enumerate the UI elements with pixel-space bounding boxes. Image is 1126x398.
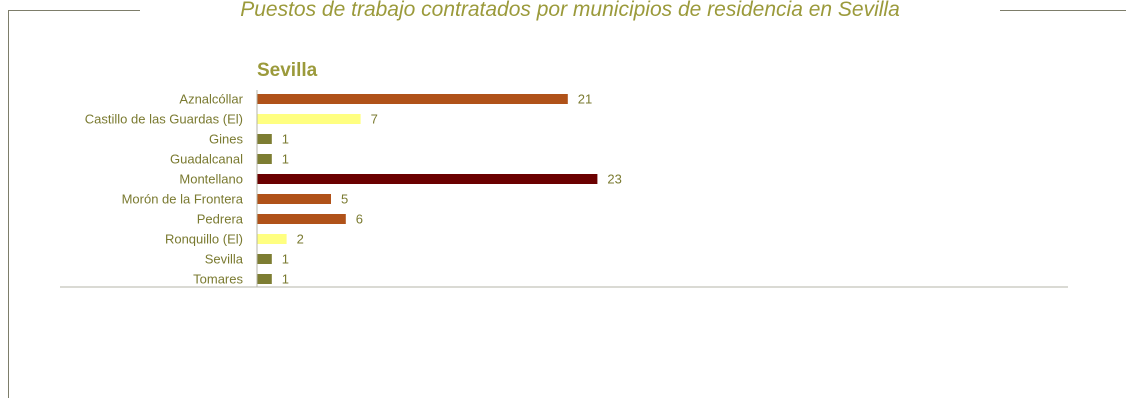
value-label: 7: [371, 112, 378, 127]
bar: [257, 154, 272, 164]
category-label: Aznalcóllar: [179, 92, 243, 107]
category-label: Ronquillo (El): [165, 232, 243, 247]
bar: [257, 134, 272, 144]
frame-left-line: [8, 10, 9, 398]
frame-top-left-line: [8, 10, 140, 11]
value-label: 1: [282, 252, 289, 267]
value-label: 2: [297, 232, 304, 247]
value-label: 1: [282, 272, 289, 287]
bar: [257, 94, 568, 104]
value-label: 1: [282, 152, 289, 167]
bar: [257, 114, 361, 124]
bar: [257, 174, 598, 184]
value-label: 5: [341, 192, 348, 207]
chart-title: Sevilla: [257, 60, 318, 81]
category-label: Pedrera: [197, 212, 244, 227]
value-label: 23: [607, 172, 621, 187]
category-label: Morón de la Frontera: [122, 192, 244, 207]
bar: [257, 274, 272, 284]
bar: [257, 234, 287, 244]
category-label: Guadalcanal: [170, 152, 243, 167]
value-label: 6: [356, 212, 363, 227]
category-label: Sevilla: [205, 252, 244, 267]
category-label: Gines: [209, 132, 243, 147]
page-title: Puestos de trabajo contratados por munic…: [240, 0, 900, 21]
bar: [257, 194, 331, 204]
value-label: 21: [578, 92, 592, 107]
category-label: Tomares: [193, 272, 243, 287]
frame-top-right-line: [1000, 10, 1126, 11]
value-label: 1: [282, 132, 289, 147]
bar: [257, 254, 272, 264]
category-label: Montellano: [179, 172, 243, 187]
category-label: Castillo de las Guardas (El): [85, 112, 243, 127]
bar: [257, 214, 346, 224]
